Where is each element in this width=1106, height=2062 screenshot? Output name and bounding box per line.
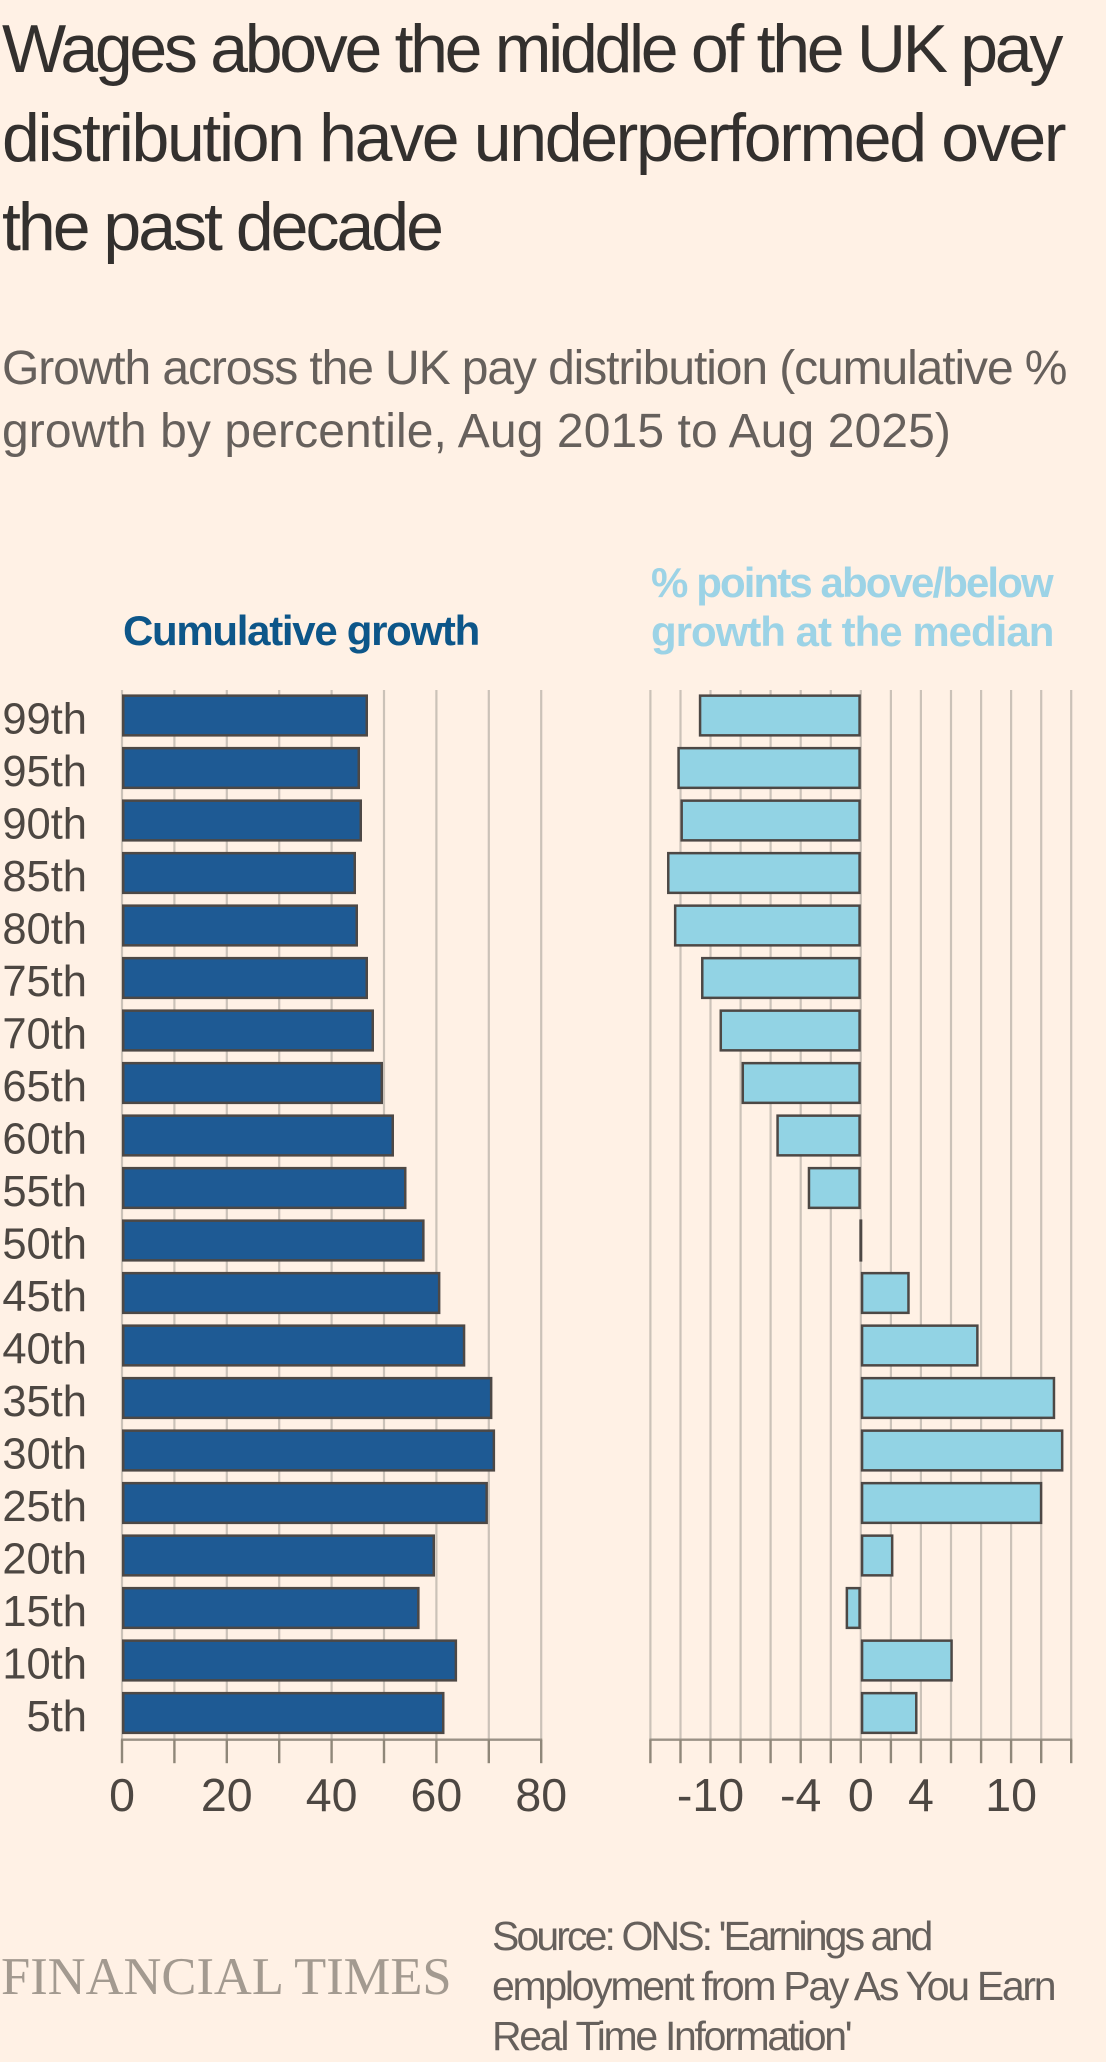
svg-text:5th: 5th <box>27 1693 87 1741</box>
svg-text:85th: 85th <box>2 853 87 901</box>
svg-text:40: 40 <box>306 1769 358 1821</box>
svg-text:65th: 65th <box>2 1063 87 1111</box>
svg-text:25th: 25th <box>2 1483 87 1531</box>
svg-text:-4: -4 <box>780 1769 821 1821</box>
svg-text:90th: 90th <box>2 800 87 848</box>
svg-text:50th: 50th <box>2 1220 87 1268</box>
svg-text:99th: 99th <box>2 695 87 743</box>
svg-text:75th: 75th <box>2 958 87 1006</box>
svg-text:-10: -10 <box>677 1769 744 1821</box>
svg-text:80th: 80th <box>2 905 87 953</box>
svg-text:10: 10 <box>985 1769 1037 1821</box>
svg-text:60th: 60th <box>2 1115 87 1163</box>
svg-text:80: 80 <box>515 1769 567 1821</box>
svg-text:95th: 95th <box>2 748 87 796</box>
svg-text:20th: 20th <box>2 1535 87 1583</box>
svg-text:40th: 40th <box>2 1325 87 1373</box>
svg-text:30th: 30th <box>2 1430 87 1478</box>
svg-text:0: 0 <box>848 1769 874 1821</box>
svg-text:10th: 10th <box>2 1640 87 1688</box>
svg-text:0: 0 <box>109 1769 135 1821</box>
svg-text:35th: 35th <box>2 1378 87 1426</box>
svg-text:15th: 15th <box>2 1588 87 1636</box>
svg-text:4: 4 <box>908 1769 934 1821</box>
svg-text:60: 60 <box>411 1769 463 1821</box>
svg-text:55th: 55th <box>2 1168 87 1216</box>
svg-text:70th: 70th <box>2 1010 87 1058</box>
svg-text:20: 20 <box>201 1769 253 1821</box>
svg-text:45th: 45th <box>2 1273 87 1321</box>
